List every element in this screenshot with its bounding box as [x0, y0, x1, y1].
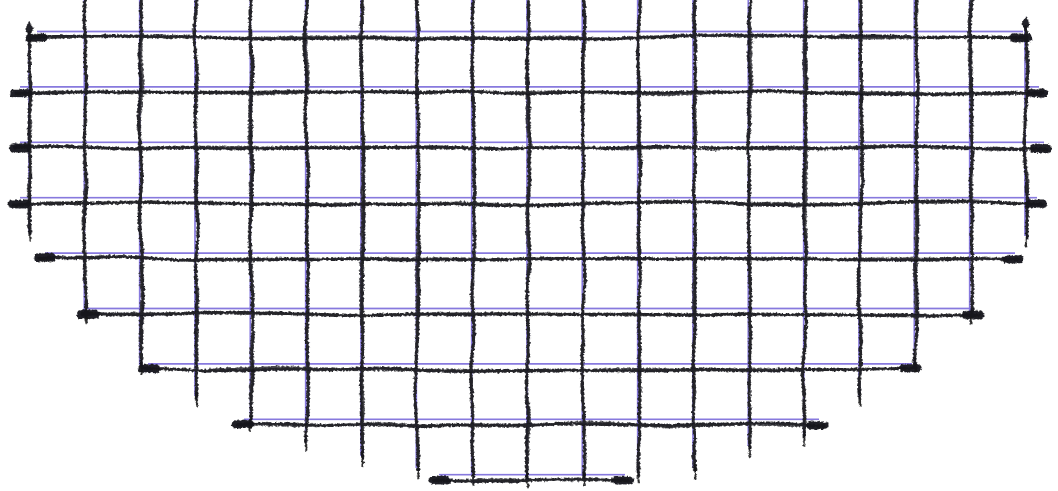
ink-col-5: [303, 0, 308, 442]
ink-col-3: [193, 0, 198, 399]
guide-grid-layer: [20, 0, 1044, 477]
ink-row-8: [430, 477, 630, 482]
ink-col-17: [967, 0, 973, 316]
ink-row-2: [11, 144, 1049, 150]
ink-col-7: [413, 0, 419, 471]
ink-row-1: [11, 89, 1044, 94]
ink-row-3: [11, 199, 1042, 205]
ink-row-4: [36, 255, 1020, 260]
ink-row-5: [78, 310, 979, 316]
ink-col-1: [82, 0, 86, 316]
ink-col-16: [912, 0, 918, 366]
ink-col-15: [856, 0, 862, 400]
ink-row-0: [28, 33, 1028, 39]
ink-col-11: [635, 0, 640, 475]
ink-col-2: [137, 0, 143, 368]
ink-grid-layer: [7, 0, 1053, 488]
ink-col-4: [247, 0, 253, 425]
ink-col-13: [746, 0, 751, 449]
ink-col-12: [690, 0, 696, 471]
ink-col-0: [26, 29, 31, 234]
ink-col-arrowhead-0: [24, 20, 34, 35]
ink-col-18: [1023, 23, 1028, 239]
ink-row-7: [235, 421, 824, 426]
ink-row-6: [139, 366, 917, 372]
ink-col-arrowhead-18: [1020, 14, 1030, 29]
ink-col-8: [469, 0, 474, 478]
ink-col-10: [579, 0, 585, 479]
ink-col-9: [524, 0, 529, 480]
ink-col-14: [801, 0, 807, 438]
